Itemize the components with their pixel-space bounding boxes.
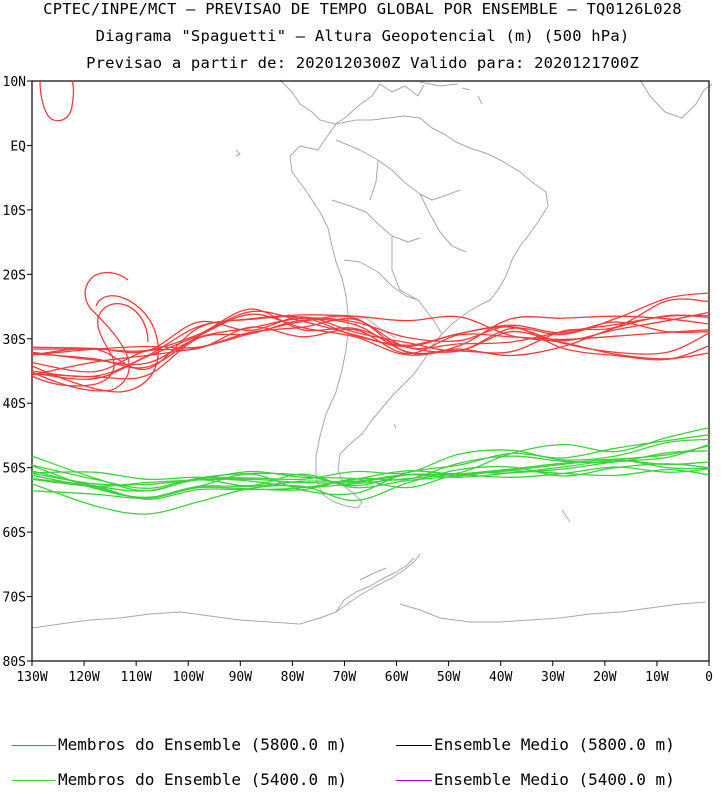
coastline-antarctica: [31, 553, 707, 629]
contour-5800-closed-high: [39, 80, 75, 122]
legend-label-members-5400: Membros do Ensemble (5400.0 m): [58, 770, 347, 789]
contour-5400-member-5: [31, 438, 710, 489]
y-tick-label-1: EQ: [10, 139, 26, 154]
y-tick-label-0: 10N: [3, 75, 26, 90]
x-tick-label-5: 80W: [281, 670, 305, 685]
x-tick-label-9: 40W: [489, 670, 513, 685]
y-tick-label-9: 80S: [3, 655, 26, 670]
contour-5400-member-7: [31, 443, 710, 489]
x-tick-label-4: 90W: [229, 670, 253, 685]
contour-5800-member-11: [31, 314, 710, 370]
y-tick-label-3: 20S: [3, 268, 26, 283]
legend-label-members-5800: Membros do Ensemble (5800.0 m): [58, 735, 347, 754]
x-tick-label-1: 120W: [68, 670, 99, 685]
coastline-south-america: [289, 115, 549, 509]
contour-5800-lobe-2: [31, 271, 130, 392]
contour-5400-member-3: [31, 459, 710, 499]
axis-ticks: [27, 80, 710, 666]
contour-5800-member-9: [31, 317, 710, 366]
chart-title-line-3: Previsao a partir de: 2020120300Z Valido…: [86, 54, 639, 72]
x-tick-label-6: 70W: [333, 670, 357, 685]
coastline-central-america: [279, 79, 425, 125]
contours-5400m: [31, 427, 710, 515]
y-tick-label-5: 40S: [3, 397, 26, 412]
legend-swatch-mean-5800: [396, 745, 432, 746]
x-tick-label-8: 50W: [437, 670, 461, 685]
y-tick-label-2: 10S: [3, 204, 26, 219]
contour-5800-lobe-3: [31, 303, 149, 387]
legend-swatch-members-5400: [12, 780, 56, 781]
legend-label-mean-5800: Ensemble Medio (5800.0 m): [434, 735, 675, 754]
legend-swatch-mean-5400: [396, 780, 432, 781]
plot-frame: [31, 80, 710, 662]
chart-title-line-1: CPTEC/INPE/MCT – PREVISAO DE TEMPO GLOBA…: [43, 0, 682, 18]
contours-5800m: [31, 80, 710, 393]
contour-5400-member-4: [31, 434, 710, 498]
x-tick-label-2: 110W: [120, 670, 151, 685]
contour-5800-member-1: [31, 314, 710, 356]
x-tick-label-0: 130W: [16, 670, 47, 685]
x-tick-label-3: 100W: [173, 670, 204, 685]
coastline-caribbean-islands: [419, 79, 713, 119]
contour-5400-member-8: [31, 463, 710, 515]
y-tick-label-8: 70S: [3, 591, 26, 606]
y-tick-label-6: 50S: [3, 462, 26, 477]
country-borders: [331, 139, 467, 339]
coastline-south-atlantic-islands: [235, 149, 571, 523]
y-tick-label-4: 30S: [3, 333, 26, 348]
axis-labels: 130W 120W 110W 100W 90W 80W 70W 60W 50W 40W 30W 20W…: [3, 75, 713, 685]
contour-5400-member-11: [31, 468, 710, 492]
legend-swatch-members-5800: [12, 745, 56, 746]
chart-title-line-2: Diagrama "Spaguetti" – Altura Geopotenci…: [95, 27, 630, 45]
x-tick-label-7: 60W: [385, 670, 409, 685]
x-tick-label-10: 30W: [541, 670, 565, 685]
x-tick-label-11: 20W: [593, 670, 617, 685]
plot-border: [31, 80, 710, 662]
coastline-layer: [31, 79, 713, 629]
x-tick-label-12: 10W: [645, 670, 669, 685]
x-tick-label-13: 0: [705, 670, 713, 685]
contour-5400-member-10: [31, 466, 710, 486]
legend-label-mean-5400: Ensemble Medio (5400.0 m): [434, 770, 675, 789]
contour-5800-member-10: [31, 326, 710, 373]
y-tick-label-7: 60S: [3, 526, 26, 541]
contour-5800-lobe-1: [31, 295, 159, 393]
contour-5800-member-5: [31, 314, 710, 376]
coastline-antarctic-peninsula: [335, 557, 415, 613]
